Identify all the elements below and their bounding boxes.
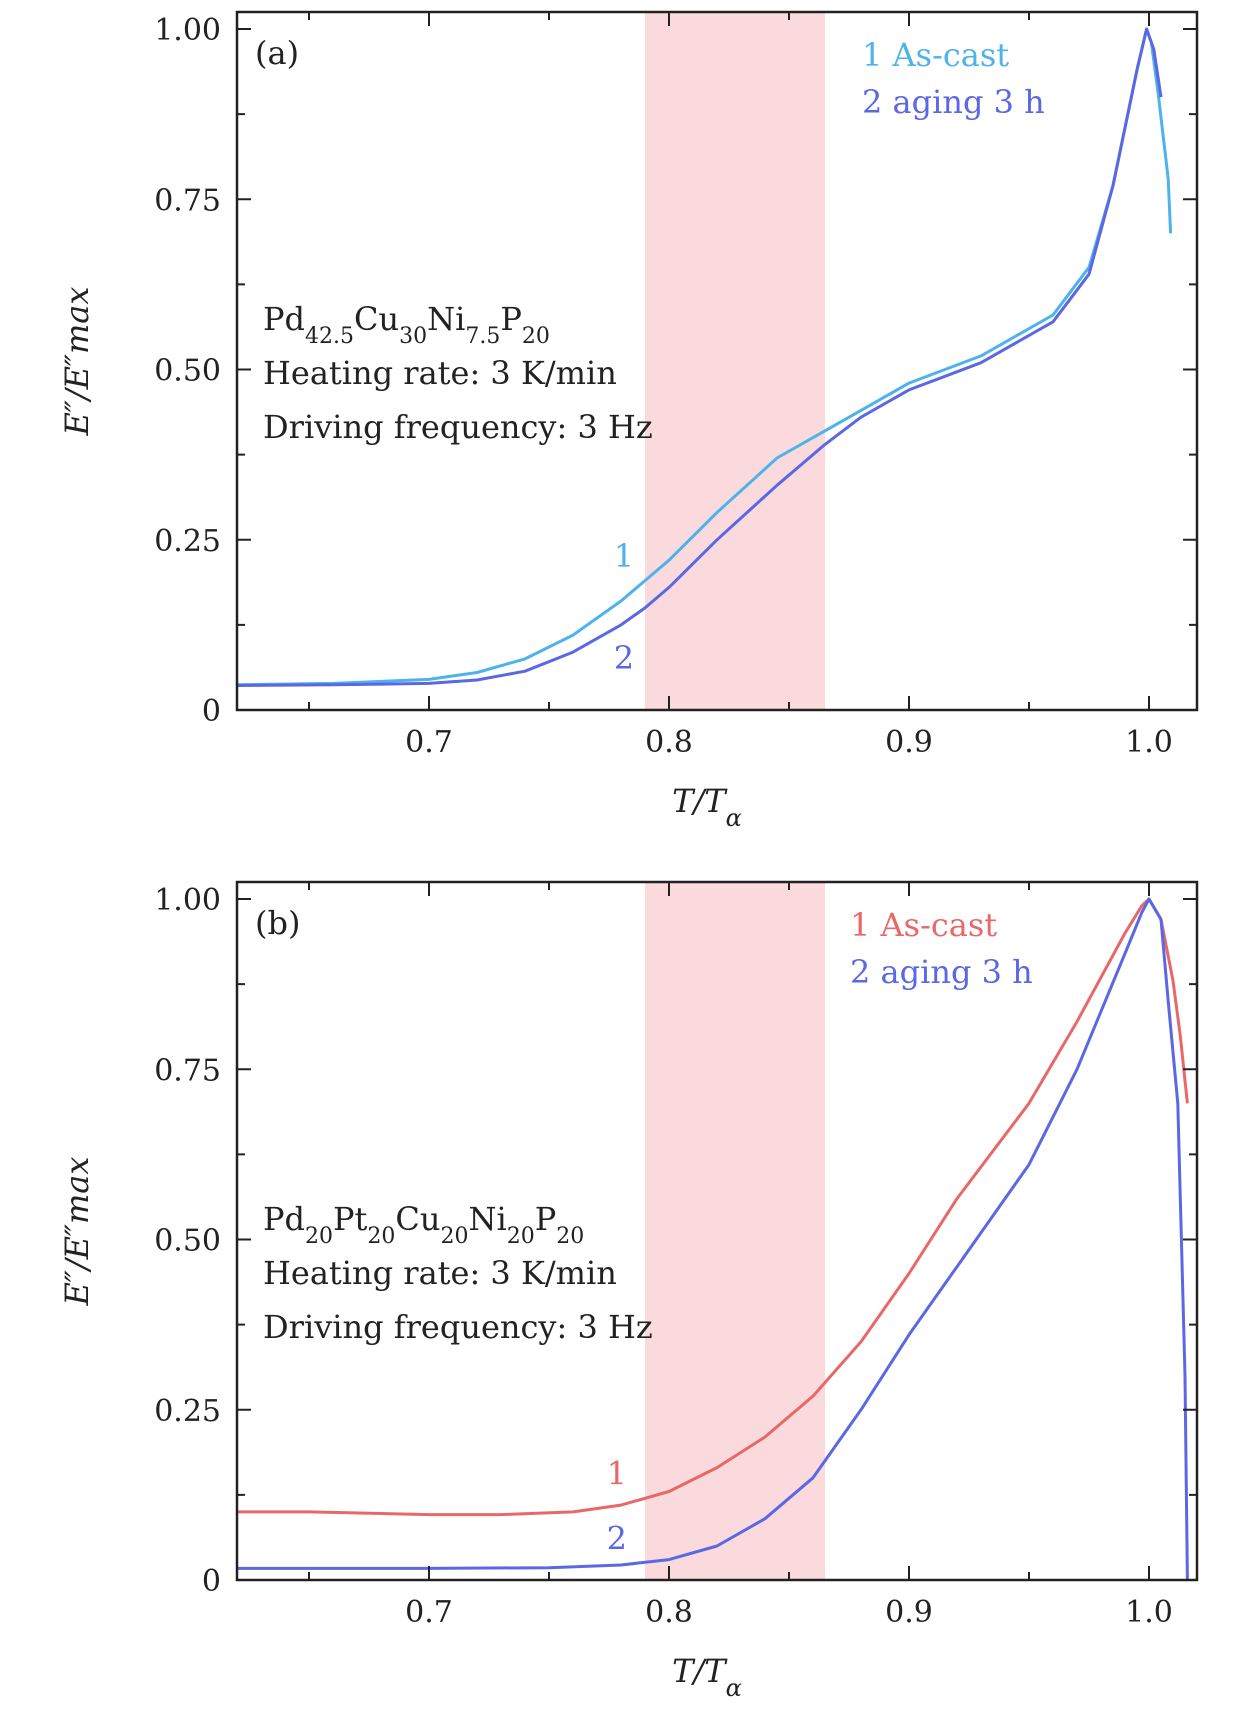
x-tick-label: 0.8 bbox=[645, 1595, 693, 1630]
series-line-2 bbox=[237, 897, 1189, 1581]
y-axis-label: E″/E″max bbox=[58, 287, 96, 437]
y-tick-label: 0.75 bbox=[154, 183, 221, 218]
curve-label-2: 2 bbox=[614, 639, 634, 677]
x-tick-label: 0.9 bbox=[885, 1595, 933, 1630]
y-tick-label: 1.00 bbox=[154, 883, 221, 918]
shaded-region bbox=[645, 12, 825, 710]
x-tick-label: 1.0 bbox=[1125, 725, 1173, 760]
legend-entry-2: 2 aging 3 h bbox=[862, 83, 1045, 121]
panel-tag: (b) bbox=[255, 904, 300, 942]
plot-frame bbox=[235, 10, 1199, 712]
panel-b: 120.7 0.8 0.9 1.000.250.500.751.00T/TαE″/E″… bbox=[58, 880, 1199, 1702]
legend-entry-1: 1 As-cast bbox=[862, 36, 1009, 74]
y-tick-label: 0 bbox=[202, 1564, 221, 1599]
legend-entry-1: 1 As-cast bbox=[850, 906, 997, 944]
legend-entry-2: 2 aging 3 h bbox=[850, 953, 1033, 991]
x-tick-label: 1.0 bbox=[1125, 1595, 1173, 1630]
x-tick-label: 0.7 bbox=[405, 1595, 453, 1630]
y-tick-label: 0.25 bbox=[154, 524, 221, 559]
driving-frequency-label: Driving frequency: 3 Hz bbox=[263, 1308, 653, 1346]
x-axis-label: T/Tα bbox=[672, 782, 742, 832]
plot-frame bbox=[235, 880, 1199, 1582]
shaded-region bbox=[645, 882, 825, 1580]
y-tick-label: 0 bbox=[202, 694, 221, 729]
y-tick-label: 0.25 bbox=[154, 1394, 221, 1429]
x-axis-label: T/Tα bbox=[672, 1652, 742, 1702]
curve-label-1: 1 bbox=[607, 1455, 627, 1493]
curve-label-2: 2 bbox=[607, 1519, 627, 1557]
y-tick-label: 1.00 bbox=[154, 13, 221, 48]
panel-tag: (a) bbox=[255, 34, 299, 72]
heating-rate-label: Heating rate: 3 K/min bbox=[263, 354, 617, 392]
driving-frequency-label: Driving frequency: 3 Hz bbox=[263, 408, 653, 446]
heating-rate-label: Heating rate: 3 K/min bbox=[263, 1254, 617, 1292]
curve-label-1: 1 bbox=[614, 537, 634, 575]
y-axis-label: E″/E″max bbox=[58, 1157, 96, 1307]
x-tick-label: 0.9 bbox=[885, 725, 933, 760]
composition-label: Pd20Pt20Cu20Ni20P20 bbox=[263, 1200, 584, 1249]
x-tick-label: 0.8 bbox=[645, 725, 693, 760]
composition-label: Pd42.5Cu30Ni7.5P20 bbox=[263, 300, 550, 349]
panel-a: 120.7 0.8 0.9 1.000.250.500.751.00T/TαE″/E″… bbox=[58, 10, 1199, 832]
x-tick-label: 0.7 bbox=[405, 725, 453, 760]
y-tick-label: 0.50 bbox=[154, 354, 221, 389]
series-line-2 bbox=[236, 27, 1163, 687]
y-tick-label: 0.75 bbox=[154, 1053, 221, 1088]
y-tick-label: 0.50 bbox=[154, 1224, 221, 1259]
